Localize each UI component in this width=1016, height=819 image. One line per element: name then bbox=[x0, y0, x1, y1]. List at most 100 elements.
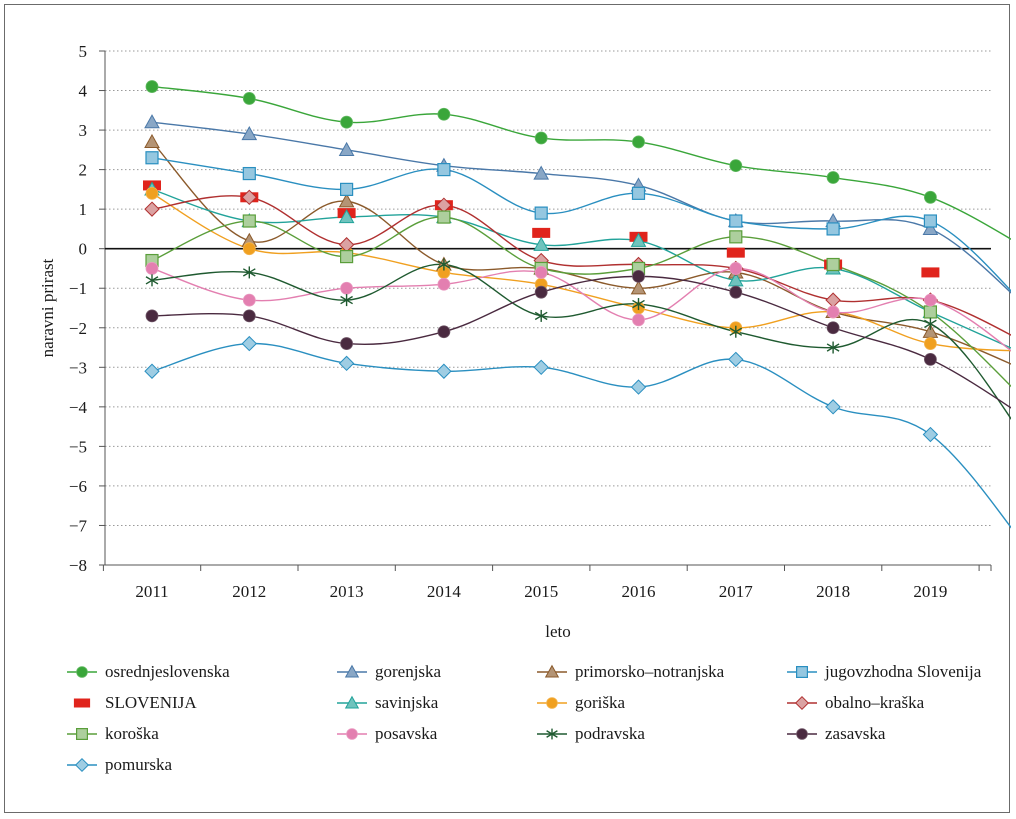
series-line bbox=[151, 263, 1011, 420]
series-0 bbox=[151, 85, 1011, 240]
y-tick-label: 3 bbox=[79, 121, 88, 140]
y-tick-label: 2 bbox=[79, 161, 88, 180]
data-point bbox=[924, 337, 937, 350]
chart-frame: 5 4 3 2 1 0 −1 −2 −3 −4 −5 −6 −7 −8 2011 2012 2013 2014 20… bbox=[4, 4, 1011, 813]
data-point bbox=[826, 305, 840, 319]
x-tick-label: 2018 bbox=[816, 582, 850, 601]
data-point bbox=[340, 115, 354, 129]
data-point bbox=[534, 206, 548, 220]
y-tick-label: 5 bbox=[79, 42, 88, 61]
legend-swatch bbox=[67, 757, 97, 773]
y-tick-label: −3 bbox=[69, 358, 87, 377]
data-point bbox=[729, 325, 743, 338]
legend-label: posavska bbox=[375, 724, 438, 743]
y-tick-label: 4 bbox=[79, 82, 88, 101]
data-point bbox=[338, 193, 355, 208]
data-point bbox=[340, 281, 354, 295]
legend-label: gorenjska bbox=[375, 662, 442, 681]
legend-item: primorsko–notranjska bbox=[535, 659, 724, 685]
gridlines bbox=[105, 50, 991, 566]
series-line bbox=[151, 216, 1011, 388]
series-line bbox=[151, 275, 1011, 409]
data-point bbox=[729, 285, 743, 299]
data-point bbox=[338, 355, 355, 372]
x-tick-label: 2012 bbox=[232, 582, 266, 601]
series-2 bbox=[151, 141, 1011, 365]
series-5 bbox=[151, 188, 1011, 349]
data-point bbox=[242, 214, 256, 228]
data-point bbox=[825, 292, 841, 308]
data-point bbox=[437, 258, 451, 271]
data-point bbox=[825, 399, 841, 415]
data-point bbox=[630, 232, 647, 247]
series-line bbox=[151, 195, 1011, 336]
data-point bbox=[924, 352, 937, 366]
series-line bbox=[151, 121, 1011, 294]
legend-swatch bbox=[787, 695, 817, 711]
data-point bbox=[632, 269, 645, 283]
data-point bbox=[145, 309, 159, 323]
data-point bbox=[340, 182, 354, 196]
data-point bbox=[437, 107, 451, 121]
legend-swatch bbox=[537, 697, 567, 709]
data-point bbox=[437, 325, 451, 339]
series-line bbox=[151, 141, 1011, 365]
y-tick-label: 1 bbox=[79, 200, 88, 219]
legend-label: podravska bbox=[575, 724, 645, 743]
data-point bbox=[921, 267, 940, 278]
legend-item: obalno–kraška bbox=[785, 690, 924, 716]
data-point bbox=[242, 266, 256, 279]
data-point bbox=[924, 190, 937, 204]
y-tick-label: −4 bbox=[69, 398, 88, 417]
data-point bbox=[144, 133, 160, 149]
legend-swatch bbox=[337, 728, 367, 740]
data-point bbox=[728, 351, 744, 368]
data-point bbox=[729, 230, 743, 244]
series-10 bbox=[151, 263, 1011, 420]
series-3 bbox=[151, 157, 1011, 292]
series-line bbox=[151, 157, 1011, 292]
data-point bbox=[630, 379, 647, 395]
series-line bbox=[151, 85, 1011, 240]
data-point bbox=[241, 126, 258, 141]
legend-swatch bbox=[537, 664, 567, 678]
data-point bbox=[145, 151, 159, 165]
data-point bbox=[923, 305, 938, 319]
y-axis-label: naravni prirast bbox=[38, 258, 57, 357]
legend-item: gorenjska bbox=[335, 659, 441, 685]
legend-item: SLOVENIJA bbox=[65, 690, 197, 716]
series-lines bbox=[143, 80, 1011, 529]
data-point bbox=[826, 341, 840, 354]
data-point bbox=[826, 257, 840, 272]
data-point bbox=[729, 214, 743, 228]
legend-label: SLOVENIJA bbox=[105, 693, 197, 712]
y-tick-label: −5 bbox=[69, 437, 87, 456]
data-point bbox=[726, 247, 745, 258]
legend-swatch bbox=[337, 664, 367, 678]
data-point bbox=[630, 280, 647, 295]
y-tick-label: −7 bbox=[69, 516, 88, 535]
x-tick-label: 2013 bbox=[330, 582, 364, 601]
legend-label: savinjska bbox=[375, 693, 439, 712]
legend-swatch bbox=[67, 727, 97, 741]
data-point bbox=[340, 294, 353, 307]
data-point bbox=[436, 363, 452, 379]
x-tick-label: 2015 bbox=[524, 582, 558, 601]
series-7 bbox=[151, 195, 1011, 336]
data-point bbox=[437, 163, 451, 177]
data-point bbox=[241, 189, 258, 205]
data-point bbox=[144, 201, 160, 217]
x-tick-label: 2014 bbox=[427, 582, 462, 601]
y-tick-label: −1 bbox=[69, 279, 87, 298]
data-point bbox=[632, 298, 645, 311]
axes: 5 4 3 2 1 0 −1 −2 −3 −4 −5 −6 −7 −8 2011 2012 2013 2014 20… bbox=[69, 42, 1011, 601]
series-12 bbox=[151, 342, 1011, 529]
data-point bbox=[922, 426, 939, 443]
legend-swatch bbox=[787, 665, 817, 679]
x-tick-label: 2019 bbox=[913, 582, 947, 601]
data-point bbox=[532, 227, 551, 238]
data-point bbox=[533, 236, 550, 251]
series-line bbox=[151, 342, 1011, 529]
data-point bbox=[145, 80, 159, 93]
legend-swatch bbox=[67, 666, 97, 678]
